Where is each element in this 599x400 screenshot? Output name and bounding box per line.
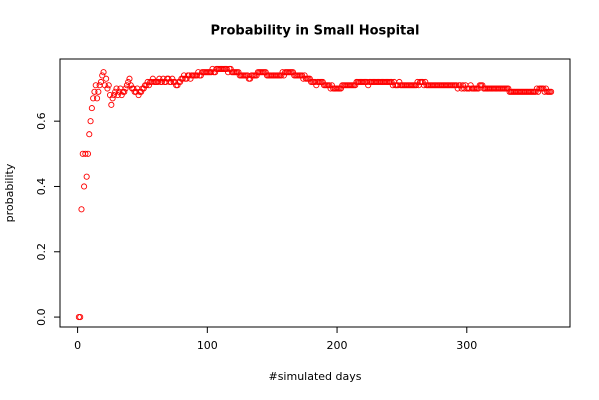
point xyxy=(532,88,539,95)
point xyxy=(81,183,88,190)
point xyxy=(100,69,107,76)
point xyxy=(105,82,112,89)
point xyxy=(413,82,420,89)
point xyxy=(104,85,111,92)
point xyxy=(193,72,200,79)
point xyxy=(154,78,162,86)
point xyxy=(223,65,230,72)
point xyxy=(388,78,395,86)
point xyxy=(126,75,133,82)
y-tick-label: 0.0 xyxy=(35,308,48,326)
point xyxy=(143,82,150,89)
x-axis-label: #simulated days xyxy=(268,370,361,383)
x-tick-label: 300 xyxy=(456,339,477,352)
point xyxy=(326,82,333,89)
y-tick-label: 0.4 xyxy=(35,178,48,196)
point xyxy=(103,75,110,82)
point xyxy=(548,88,555,95)
point xyxy=(95,88,102,95)
point xyxy=(82,150,89,157)
point xyxy=(87,118,94,125)
point xyxy=(97,78,104,86)
point xyxy=(83,173,90,180)
point xyxy=(208,69,215,76)
point xyxy=(91,88,98,95)
plot-frame xyxy=(59,58,571,328)
point xyxy=(86,131,93,138)
x-tick-label: 200 xyxy=(327,339,348,352)
point xyxy=(77,314,84,321)
point xyxy=(179,75,186,82)
point xyxy=(453,82,460,89)
point xyxy=(144,78,151,86)
point xyxy=(108,101,115,108)
point xyxy=(99,72,106,79)
point xyxy=(123,82,130,89)
point xyxy=(459,82,466,89)
point xyxy=(540,85,547,92)
point xyxy=(114,91,121,99)
x-tick-label: 0 xyxy=(74,339,81,352)
point xyxy=(121,88,128,95)
point xyxy=(109,95,116,102)
point xyxy=(298,72,306,79)
point xyxy=(88,105,95,112)
point xyxy=(158,78,165,86)
point xyxy=(78,206,85,213)
point xyxy=(84,150,92,157)
point xyxy=(419,78,426,86)
point xyxy=(94,95,101,102)
point xyxy=(110,91,117,99)
point xyxy=(278,72,285,79)
y-tick-label: 0.2 xyxy=(35,243,48,260)
y-tick-label: 0.6 xyxy=(35,112,48,129)
point xyxy=(90,95,97,102)
y-axis-label: probability xyxy=(3,163,16,222)
point xyxy=(92,82,99,89)
chart-title: Probability in Small Hospital xyxy=(211,24,420,39)
x-tick-label: 100 xyxy=(197,339,218,352)
point xyxy=(167,78,175,86)
point xyxy=(122,85,129,92)
